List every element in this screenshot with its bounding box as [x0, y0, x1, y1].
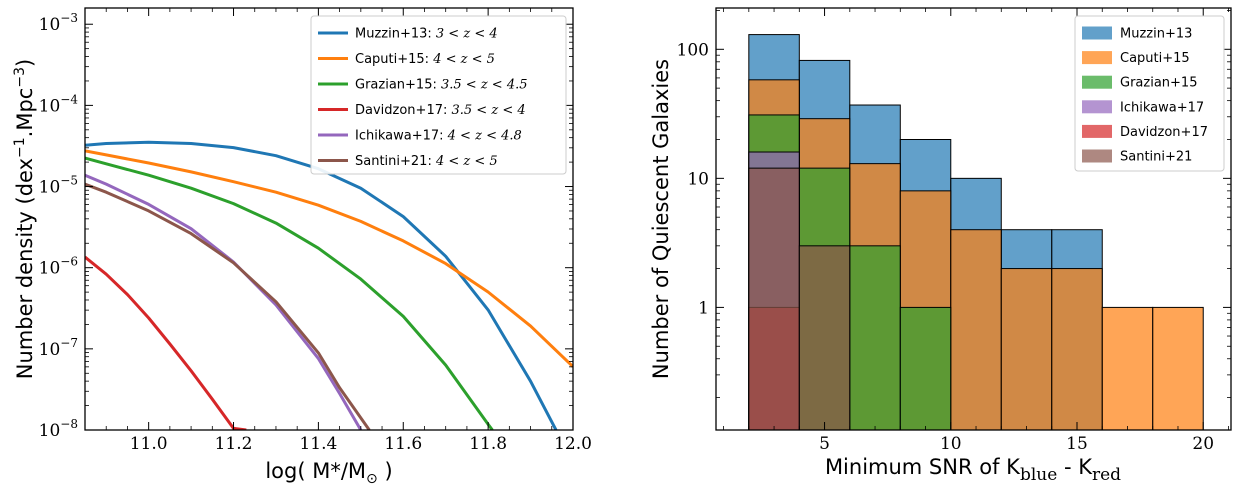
right-bar-1-8: [1152, 306, 1204, 431]
right-legend-entry-4: Davidzon+17: [1120, 125, 1208, 140]
left-series-line-3: [85, 255, 247, 430]
right-legend-entry-3: Ichikawa+17: [1120, 100, 1204, 115]
right-plot-frame: [715, 7, 1232, 431]
left-y-tick-label: 10−8: [39, 417, 78, 441]
right-x-axis-label: Minimum SNR of Kblue - Kred: [825, 455, 1121, 485]
left-legend-entry-4: Ichikawa+17: 4 < z < 4.8: [355, 129, 522, 144]
right-x-tick-label: 5: [819, 434, 830, 454]
right-axis-ticks: 5 10 15 20 1 10 100: [677, 8, 1231, 454]
right-y-axis-label: Number of Quiescent Galaxies: [649, 59, 673, 379]
left-series-lines: [85, 140, 573, 430]
right-legend-entry-2: Grazian+15: [1120, 76, 1197, 91]
right-x-tick-label: 10: [940, 434, 962, 454]
right-bar-2-3: [899, 306, 952, 431]
right-legend-swatch-5: [1082, 149, 1112, 163]
left-x-axis-label: log( M*/M⊙ ): [265, 459, 392, 487]
right-panel-histogram: 5 10 15 20 1 10 100 Minimum SNR of Kblue - Kre…: [649, 7, 1232, 485]
right-y-tick-label: 1: [698, 298, 709, 318]
right-legend-swatch-1: [1082, 51, 1112, 65]
left-y-tick-label: 10−6: [39, 255, 78, 279]
left-x-tick-label: 11.8: [469, 434, 507, 454]
left-x-tick-label: 11.2: [215, 434, 253, 454]
left-legend: Muzzin+13: 3 < z < 4 Caputi+15: 4 < z < 5…: [310, 15, 567, 175]
right-y-tick-label: 100: [677, 40, 709, 60]
left-series-line-5: [85, 182, 371, 430]
left-legend-entry-3: Davidzon+17: 3.5 < z < 4: [355, 103, 526, 118]
left-y-tick-label: 10−4: [39, 92, 79, 116]
right-bar-2-2: [849, 245, 901, 431]
right-legend-box: [1074, 15, 1225, 172]
right-bar-1-7: [1101, 306, 1154, 431]
left-y-tick-label: 10−7: [39, 336, 78, 360]
left-x-tick-label: 12.0: [554, 434, 592, 454]
right-bar-1-6: [1051, 268, 1103, 431]
left-x-tick-label: 11.0: [130, 434, 168, 454]
left-legend-entry-5: Santini+21: 4 < z < 5: [355, 154, 498, 169]
right-legend-swatch-2: [1082, 75, 1112, 89]
left-series-line-4: [85, 173, 363, 430]
right-x-tick-label: 20: [1192, 434, 1214, 454]
left-axis-ticks: 11.0 11.2 11.4 11.6 11.8 12.0 10−3 10−4 10−5 10−6…: [39, 8, 592, 454]
right-legend-swatch-0: [1082, 26, 1112, 40]
right-legend-swatch-3: [1082, 100, 1112, 114]
right-bar-1-5: [1000, 268, 1053, 431]
right-legend-entry-1: Caputi+15: [1120, 51, 1190, 66]
right-bar-5-0: [748, 167, 800, 431]
right-legend-swatch-4: [1082, 124, 1112, 138]
left-series-line-0: [85, 140, 558, 430]
right-bar-1-4: [950, 229, 1002, 431]
left-legend-entry-2: Grazian+15: 3.5 < z < 4.5: [355, 78, 528, 93]
left-y-axis-label: Number density (dex−1.Mpc−3): [12, 59, 37, 379]
left-x-tick-label: 11.4: [299, 434, 337, 454]
left-legend-entry-1: Caputi+15: 4 < z < 5: [355, 52, 495, 67]
left-panel-mass-function: 11.0 11.2 11.4 11.6 11.8 12.0 10−3 10−4 10−5 10−6…: [12, 7, 592, 487]
left-series-line-1: [85, 149, 573, 368]
right-legend-entry-5: Santini+21: [1120, 150, 1192, 165]
right-x-tick-label: 15: [1066, 434, 1088, 454]
left-y-tick-label: 10−5: [39, 174, 78, 198]
left-x-tick-label: 11.6: [384, 434, 422, 454]
left-y-tick-label: 10−3: [39, 11, 78, 35]
left-legend-entry-0: Muzzin+13: 3 < z < 4: [355, 27, 498, 42]
left-legend-box: [310, 15, 567, 175]
right-y-tick-label: 10: [687, 169, 709, 189]
right-legend-entry-0: Muzzin+13: [1120, 27, 1192, 42]
left-series-line-2: [85, 156, 494, 430]
right-bar-5-1: [798, 245, 851, 431]
right-legend: Muzzin+13 Caputi+15 Grazian+15 Ichikawa+17 D…: [1074, 15, 1225, 172]
